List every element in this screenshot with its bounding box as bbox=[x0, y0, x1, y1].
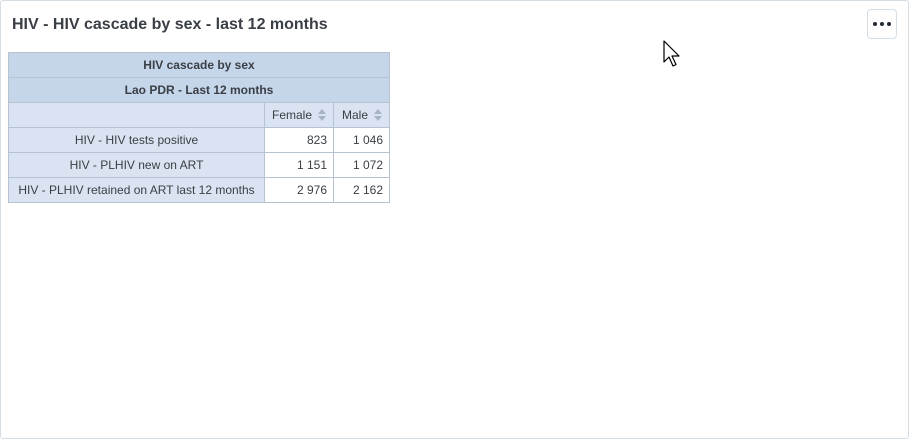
row-header: HIV - PLHIV new on ART bbox=[8, 152, 265, 178]
column-header-male[interactable]: Male bbox=[333, 102, 390, 128]
dashboard-item-title: HIV - HIV cascade by sex - last 12 month… bbox=[12, 16, 328, 33]
table-row: HIV - PLHIV retained on ART last 12 mont… bbox=[8, 177, 390, 203]
pivot-table-subtitle: Lao PDR - Last 12 months bbox=[8, 77, 390, 103]
table-cell[interactable]: 1 072 bbox=[333, 152, 390, 178]
mouse-cursor-icon bbox=[663, 40, 680, 67]
sort-icon bbox=[374, 109, 382, 122]
column-header-female[interactable]: Female bbox=[264, 102, 334, 128]
pivot-table-title: HIV cascade by sex bbox=[8, 52, 390, 78]
item-menu-button[interactable] bbox=[867, 9, 897, 39]
table-cell[interactable]: 1 046 bbox=[333, 127, 390, 153]
table-cell[interactable]: 2 976 bbox=[264, 177, 334, 203]
table-cell[interactable]: 1 151 bbox=[264, 152, 334, 178]
column-header-label: Male bbox=[341, 107, 368, 122]
pivot-corner-cell bbox=[8, 102, 265, 128]
more-horizontal-icon bbox=[873, 22, 891, 26]
row-header: HIV - HIV tests positive bbox=[8, 127, 265, 153]
pivot-table: HIV cascade by sex Lao PDR - Last 12 mon… bbox=[8, 52, 390, 203]
table-row: HIV - HIV tests positive 823 1 046 bbox=[8, 127, 390, 153]
row-header: HIV - PLHIV retained on ART last 12 mont… bbox=[8, 177, 265, 203]
sort-icon bbox=[318, 109, 326, 122]
table-cell[interactable]: 823 bbox=[264, 127, 334, 153]
table-row: HIV - PLHIV new on ART 1 151 1 072 bbox=[8, 152, 390, 178]
table-cell[interactable]: 2 162 bbox=[333, 177, 390, 203]
column-header-label: Female bbox=[271, 107, 312, 122]
